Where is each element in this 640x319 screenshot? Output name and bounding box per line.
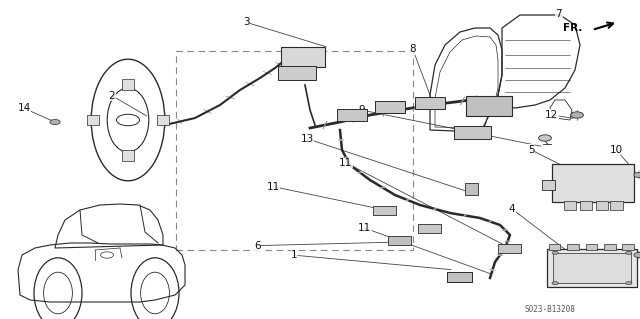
Circle shape — [634, 173, 640, 178]
FancyBboxPatch shape — [604, 244, 616, 250]
FancyBboxPatch shape — [388, 236, 411, 245]
Text: 8: 8 — [410, 44, 416, 55]
FancyBboxPatch shape — [157, 115, 169, 125]
FancyBboxPatch shape — [122, 150, 134, 161]
Text: 13: 13 — [301, 134, 314, 144]
Circle shape — [539, 135, 552, 141]
Text: 1: 1 — [291, 250, 298, 260]
Text: 7: 7 — [556, 9, 562, 19]
Text: 12: 12 — [545, 110, 558, 120]
Text: FR.: FR. — [563, 23, 582, 33]
Text: 11: 11 — [339, 158, 352, 168]
FancyBboxPatch shape — [282, 47, 326, 67]
FancyBboxPatch shape — [553, 253, 631, 283]
FancyBboxPatch shape — [467, 96, 513, 116]
FancyBboxPatch shape — [567, 244, 579, 250]
Bar — [176, 51, 413, 250]
FancyBboxPatch shape — [549, 244, 561, 250]
FancyBboxPatch shape — [375, 101, 404, 113]
Text: 6: 6 — [254, 241, 260, 251]
Text: S023-B13208: S023-B13208 — [525, 305, 575, 314]
FancyBboxPatch shape — [415, 97, 445, 109]
Circle shape — [626, 251, 632, 255]
Text: 3: 3 — [243, 17, 250, 27]
FancyBboxPatch shape — [547, 249, 637, 287]
FancyBboxPatch shape — [454, 126, 491, 139]
FancyBboxPatch shape — [564, 201, 577, 210]
FancyBboxPatch shape — [418, 224, 441, 233]
Text: 9: 9 — [358, 105, 365, 115]
FancyBboxPatch shape — [552, 164, 634, 202]
FancyBboxPatch shape — [465, 182, 478, 195]
FancyBboxPatch shape — [122, 79, 134, 90]
FancyBboxPatch shape — [498, 244, 521, 253]
Text: 2: 2 — [109, 91, 115, 101]
FancyBboxPatch shape — [337, 109, 367, 121]
Text: 4: 4 — [509, 204, 515, 214]
Circle shape — [552, 282, 559, 285]
FancyBboxPatch shape — [586, 244, 597, 250]
FancyBboxPatch shape — [611, 201, 623, 210]
FancyBboxPatch shape — [542, 180, 555, 190]
FancyBboxPatch shape — [622, 244, 634, 250]
Circle shape — [50, 119, 60, 124]
Circle shape — [626, 282, 632, 285]
Text: 14: 14 — [18, 103, 31, 114]
Text: 11: 11 — [358, 223, 371, 233]
FancyBboxPatch shape — [447, 272, 472, 282]
Text: 5: 5 — [528, 145, 534, 155]
FancyBboxPatch shape — [278, 66, 316, 80]
Text: 10: 10 — [610, 145, 623, 155]
FancyBboxPatch shape — [596, 201, 609, 210]
FancyBboxPatch shape — [373, 206, 396, 215]
Text: 11: 11 — [267, 182, 280, 192]
Circle shape — [552, 251, 559, 255]
FancyBboxPatch shape — [87, 115, 99, 125]
Circle shape — [571, 112, 584, 118]
Circle shape — [634, 252, 640, 257]
FancyBboxPatch shape — [580, 201, 593, 210]
